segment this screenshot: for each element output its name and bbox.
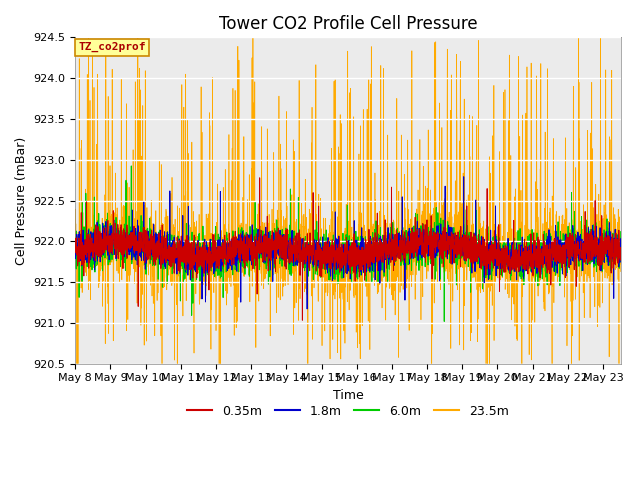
Y-axis label: Cell Pressure (mBar): Cell Pressure (mBar) xyxy=(15,136,28,264)
Title: Tower CO2 Profile Cell Pressure: Tower CO2 Profile Cell Pressure xyxy=(219,15,477,33)
Legend: 0.35m, 1.8m, 6.0m, 23.5m: 0.35m, 1.8m, 6.0m, 23.5m xyxy=(182,400,514,423)
X-axis label: Time: Time xyxy=(333,389,364,402)
Text: TZ_co2prof: TZ_co2prof xyxy=(78,42,145,52)
